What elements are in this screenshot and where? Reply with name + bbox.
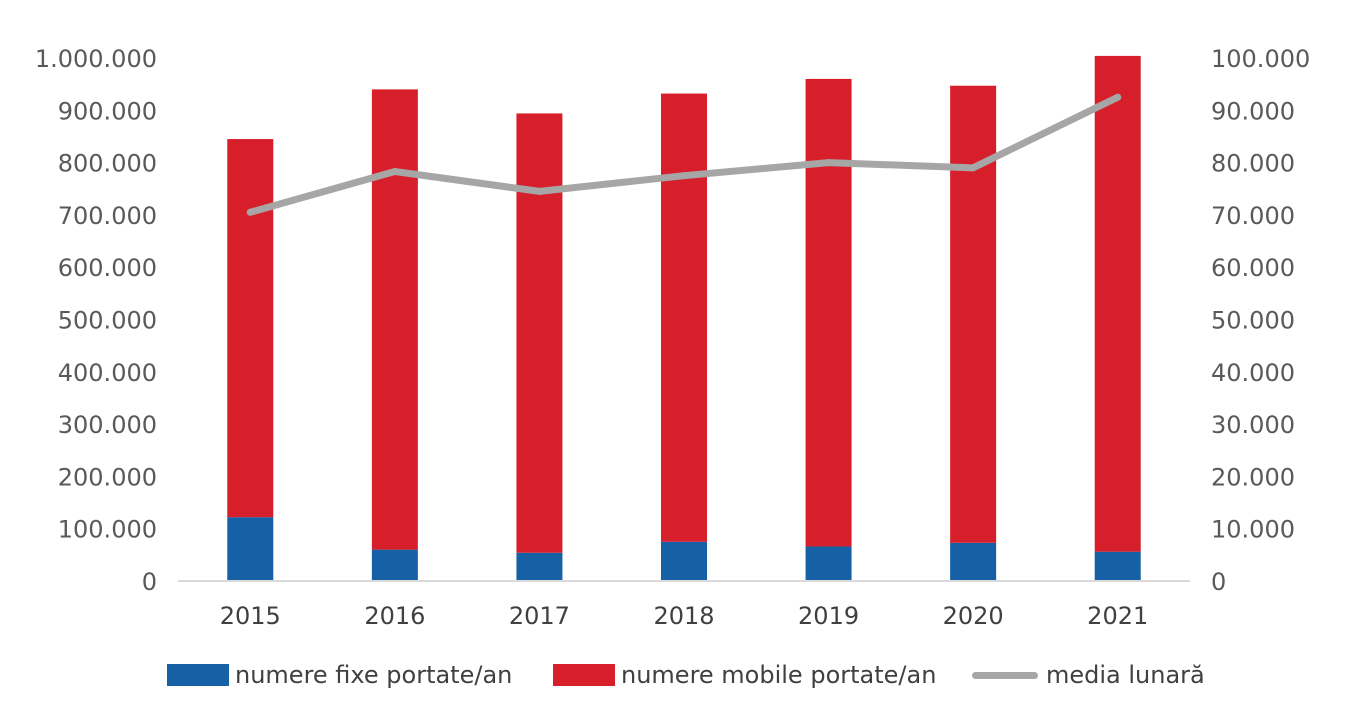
right-axis-tick-labels: 0 10.000 20.000 30.000 40.000 50.000 60.000 70.…: [1211, 45, 1310, 596]
bar-fixed: [950, 542, 997, 581]
line-point: [1114, 93, 1122, 101]
legend-label-average: media lunară: [1046, 661, 1205, 689]
line-series: [246, 93, 1122, 216]
right-tick-label: 90.000: [1211, 97, 1295, 125]
bar-mobile: [227, 139, 274, 518]
line-point: [246, 208, 254, 216]
left-tick-label: 300.000: [58, 411, 157, 439]
x-tick-label: 2017: [509, 602, 570, 630]
left-tick-label: 200.000: [58, 463, 157, 491]
line-point: [825, 159, 833, 167]
right-tick-label: 70.000: [1211, 202, 1295, 230]
bar-mobile: [661, 93, 707, 542]
left-tick-label: 100.000: [58, 516, 157, 544]
left-tick-label: 500.000: [58, 307, 157, 335]
line-point: [680, 172, 688, 180]
right-tick-label: 20.000: [1211, 463, 1295, 491]
right-tick-label: 60.000: [1211, 254, 1295, 282]
left-tick-label: 600.000: [58, 254, 157, 282]
bar-fixed: [1094, 551, 1141, 581]
right-tick-label: 30.000: [1211, 411, 1295, 439]
line-point: [969, 164, 977, 172]
right-tick-label: 80.000: [1211, 150, 1295, 178]
x-tick-label: 2015: [220, 602, 281, 630]
x-tick-label: 2019: [798, 602, 859, 630]
bar-fixed: [805, 546, 852, 581]
bar-fixed: [371, 549, 418, 581]
bar-mobile: [371, 89, 418, 550]
left-tick-label: 800.000: [58, 150, 157, 178]
x-tick-label: 2018: [653, 602, 714, 630]
left-tick-label: 700.000: [58, 202, 157, 230]
right-tick-label: 50.000: [1211, 307, 1295, 335]
line-point: [535, 187, 543, 195]
line-point: [391, 167, 399, 175]
combo-chart: 0 100.000 200.000 300.000 400.000 500.000 600.…: [35, 45, 1310, 630]
left-tick-label: 900.000: [58, 97, 157, 125]
left-tick-label: 400.000: [58, 359, 157, 387]
bar-mobile: [516, 113, 563, 553]
bar-fixed: [227, 517, 274, 581]
right-tick-label: 100.000: [1211, 45, 1310, 73]
x-axis-tick-labels: 2015 2016 2017 2018 2019 2020 2021: [220, 602, 1149, 630]
bar-fixed: [516, 552, 563, 581]
bar-series: [227, 55, 1141, 581]
left-tick-label: 0: [142, 568, 157, 596]
right-tick-label: 40.000: [1211, 359, 1295, 387]
bar-mobile: [805, 78, 852, 547]
right-tick-label: 10.000: [1211, 516, 1295, 544]
x-tick-label: 2020: [943, 602, 1004, 630]
legend-label-mobile: numere mobile portate/an: [621, 661, 937, 689]
legend-swatch-mobile: [553, 664, 615, 686]
bar-mobile: [1094, 55, 1141, 552]
x-tick-label: 2021: [1087, 602, 1148, 630]
right-tick-label: 0: [1211, 568, 1226, 596]
legend-swatch-fixed: [167, 664, 229, 686]
legend-label-fixed: numere fixe portate/an: [235, 661, 513, 689]
left-tick-label: 1.000.000: [35, 45, 157, 73]
x-tick-label: 2016: [364, 602, 425, 630]
legend-item-average: media lunară: [972, 655, 1205, 695]
bar-fixed: [661, 541, 707, 581]
legend-item-fixed: numere fixe portate/an: [167, 655, 512, 695]
bar-mobile: [950, 85, 997, 543]
legend-swatch-average: [972, 671, 1038, 679]
legend-item-mobile: numere mobile portate/an: [553, 655, 936, 695]
left-axis-tick-labels: 0 100.000 200.000 300.000 400.000 500.000 600.…: [35, 45, 157, 596]
legend: numere fixe portate/an numere mobile por…: [0, 655, 1346, 695]
